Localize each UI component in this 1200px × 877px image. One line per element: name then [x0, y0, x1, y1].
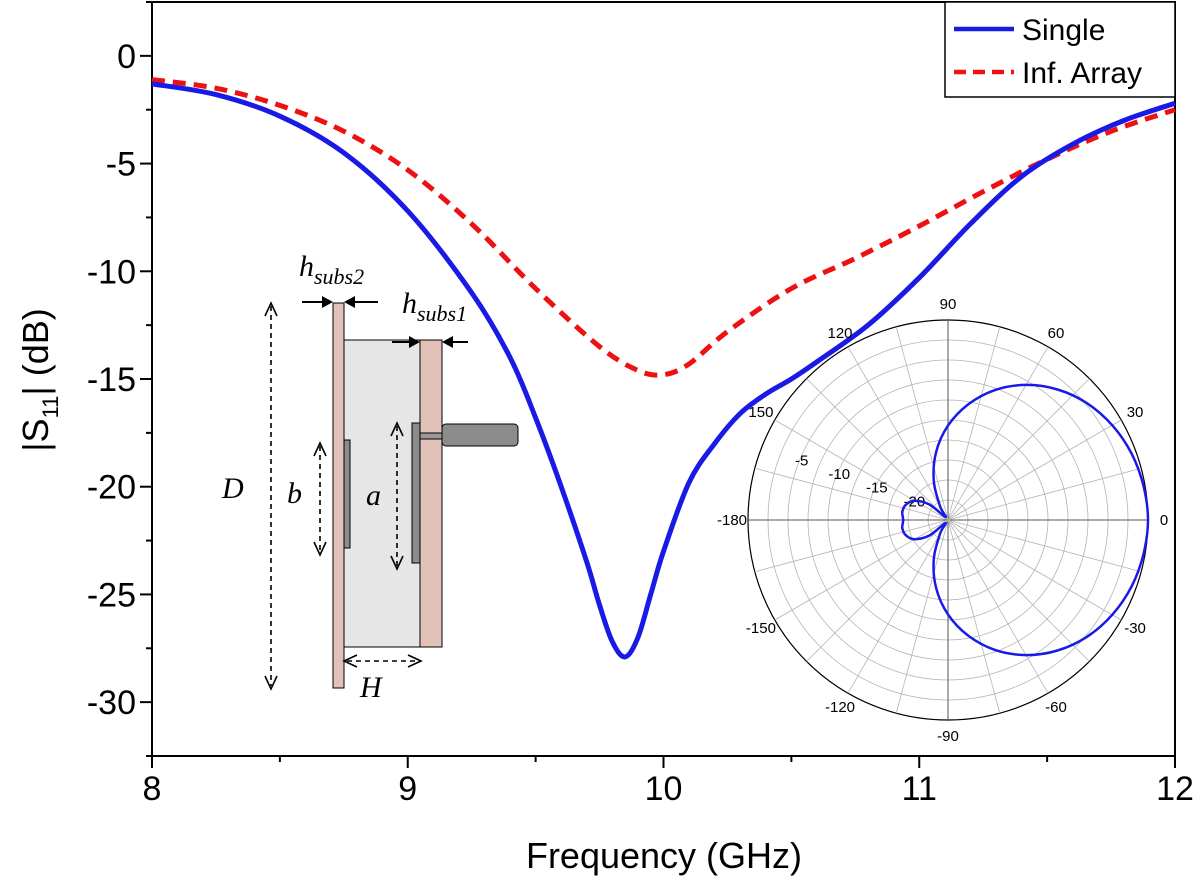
series-layer	[151, 77, 1176, 660]
superstrate-substrate	[332, 302, 345, 689]
polar-angle-label: 60	[1048, 325, 1065, 342]
coax-connector	[441, 423, 519, 447]
y-tick-label: -10	[87, 253, 136, 291]
dim-b-arrow-top	[313, 441, 327, 457]
y-tick-labels: 0 -5 -10 -15 -20 -25 -30	[87, 38, 136, 722]
polar-angle-label: -90	[937, 728, 959, 745]
y-axis-title-main: |S	[15, 418, 56, 451]
x-tick-label: 8	[143, 770, 162, 808]
label-hsubs1-main: h	[402, 287, 417, 320]
polar-angle-label: -60	[1045, 699, 1067, 716]
label-hsubs1-sub: subs1	[417, 301, 467, 326]
y-tick-label: -30	[87, 684, 136, 722]
label-b: b	[287, 477, 302, 510]
polar-spoke	[947, 467, 1142, 521]
y-axis-title-tail: | (dB)	[15, 308, 56, 395]
label-h: H	[359, 671, 384, 704]
series-line-inf-array	[151, 77, 1176, 378]
label-d: D	[221, 472, 244, 505]
legend-box	[944, 1, 1176, 98]
y-tick-label: -15	[87, 361, 136, 399]
dim-d-arrow-top	[264, 301, 278, 317]
label-hsubs1: hsubs1	[402, 287, 467, 326]
dim-b-arrow-bottom	[313, 541, 327, 557]
y-tick-label: -25	[87, 576, 136, 614]
dim-hsubs1-left-arrow	[409, 336, 420, 348]
dim-d-arrow-bottom	[264, 675, 278, 691]
dim-hsubs1-right-arrow	[442, 336, 453, 348]
dim-hsubs2-left-arrow	[322, 296, 333, 308]
polar-spoke	[774, 419, 949, 521]
polar-spoke	[947, 519, 1142, 573]
polar-spoke	[754, 467, 949, 521]
polar-spoke	[947, 519, 1122, 621]
polar-spoke	[895, 519, 949, 714]
polar-spoke	[754, 519, 949, 573]
polar-spoke	[947, 378, 1090, 521]
polar-angle-label: 150	[748, 404, 773, 421]
dim-h-arrow-left	[342, 654, 358, 668]
polar-angle-label: 90	[940, 296, 957, 313]
y-axis-title-sub: 11	[38, 396, 63, 419]
polar-series	[900, 383, 1150, 657]
series-line-single	[151, 81, 1176, 660]
polar-angle-label: -180	[717, 512, 747, 529]
coax-pin	[419, 432, 445, 440]
polar-angle-labels: 90 60 30 0 -30 -60 -90 -120 -150 -180 150 120	[717, 296, 1168, 745]
polar-spoke	[847, 346, 949, 521]
dim-a-arrow-bottom	[390, 555, 404, 571]
polar-radial-label: -15	[866, 480, 888, 497]
polar-spoke	[947, 519, 1001, 714]
x-tick-label: 11	[902, 770, 937, 808]
polar-spoke	[847, 519, 949, 694]
polar-grid	[747, 319, 1149, 721]
patch-b	[343, 439, 351, 549]
antenna-inset: D b a H hsubs2 hsubs1	[221, 250, 519, 704]
label-hsubs2-sub: subs2	[314, 264, 364, 289]
y-tick-label: -5	[106, 146, 136, 184]
polar-angle-label: 0	[1160, 512, 1168, 529]
polar-pattern-line	[900, 383, 1150, 657]
polar-spoke	[774, 519, 949, 621]
x-tick-labels: 8 9 10 11 12	[143, 770, 1194, 808]
legend-label-array: Inf. Array	[1022, 57, 1142, 90]
polar-angle-label: 30	[1127, 404, 1144, 421]
polar-pattern-inset: 90 60 30 0 -30 -60 -90 -120 -150 -180 150 120 -5 -10…	[717, 296, 1168, 745]
label-hsubs2: hsubs2	[299, 250, 364, 289]
feed-substrate	[419, 339, 443, 648]
polar-spoke	[806, 378, 949, 521]
polar-radial-label: -10	[828, 466, 850, 483]
patch-a	[411, 422, 421, 564]
polar-angle-label: -150	[746, 620, 776, 637]
x-tick-label: 10	[645, 770, 683, 808]
polar-spoke	[806, 519, 949, 662]
polar-angle-label: 120	[827, 325, 852, 342]
y-axis-title: |S11| (dB)	[15, 308, 63, 452]
label-hsubs2-main: h	[299, 250, 314, 283]
polar-spoke	[947, 419, 1122, 521]
polar-spoke	[947, 519, 1049, 694]
polar-spoke	[895, 326, 949, 521]
x-tick-label: 9	[398, 770, 417, 808]
polar-spoke	[947, 326, 1001, 521]
cavity-region	[343, 339, 421, 648]
y-tick-label: 0	[117, 38, 136, 76]
polar-angle-label: -120	[825, 699, 855, 716]
label-a: a	[366, 479, 381, 512]
dim-a-arrow-top	[390, 421, 404, 437]
dim-h-arrow-right	[407, 654, 423, 668]
y-tick-label: -20	[87, 469, 136, 507]
legend: Single Inf. Array	[944, 1, 1176, 98]
polar-radial-label: -5	[795, 452, 808, 469]
polar-spoke	[947, 519, 1090, 662]
polar-spoke	[947, 346, 1049, 521]
x-tick-label: 12	[1156, 770, 1194, 808]
dim-hsubs2-right-arrow	[344, 296, 355, 308]
legend-label-single: Single	[1022, 14, 1105, 47]
x-axis-title: Frequency (GHz)	[526, 835, 802, 876]
polar-angle-label: -30	[1124, 620, 1146, 637]
axis-ticks	[140, 1, 1176, 768]
